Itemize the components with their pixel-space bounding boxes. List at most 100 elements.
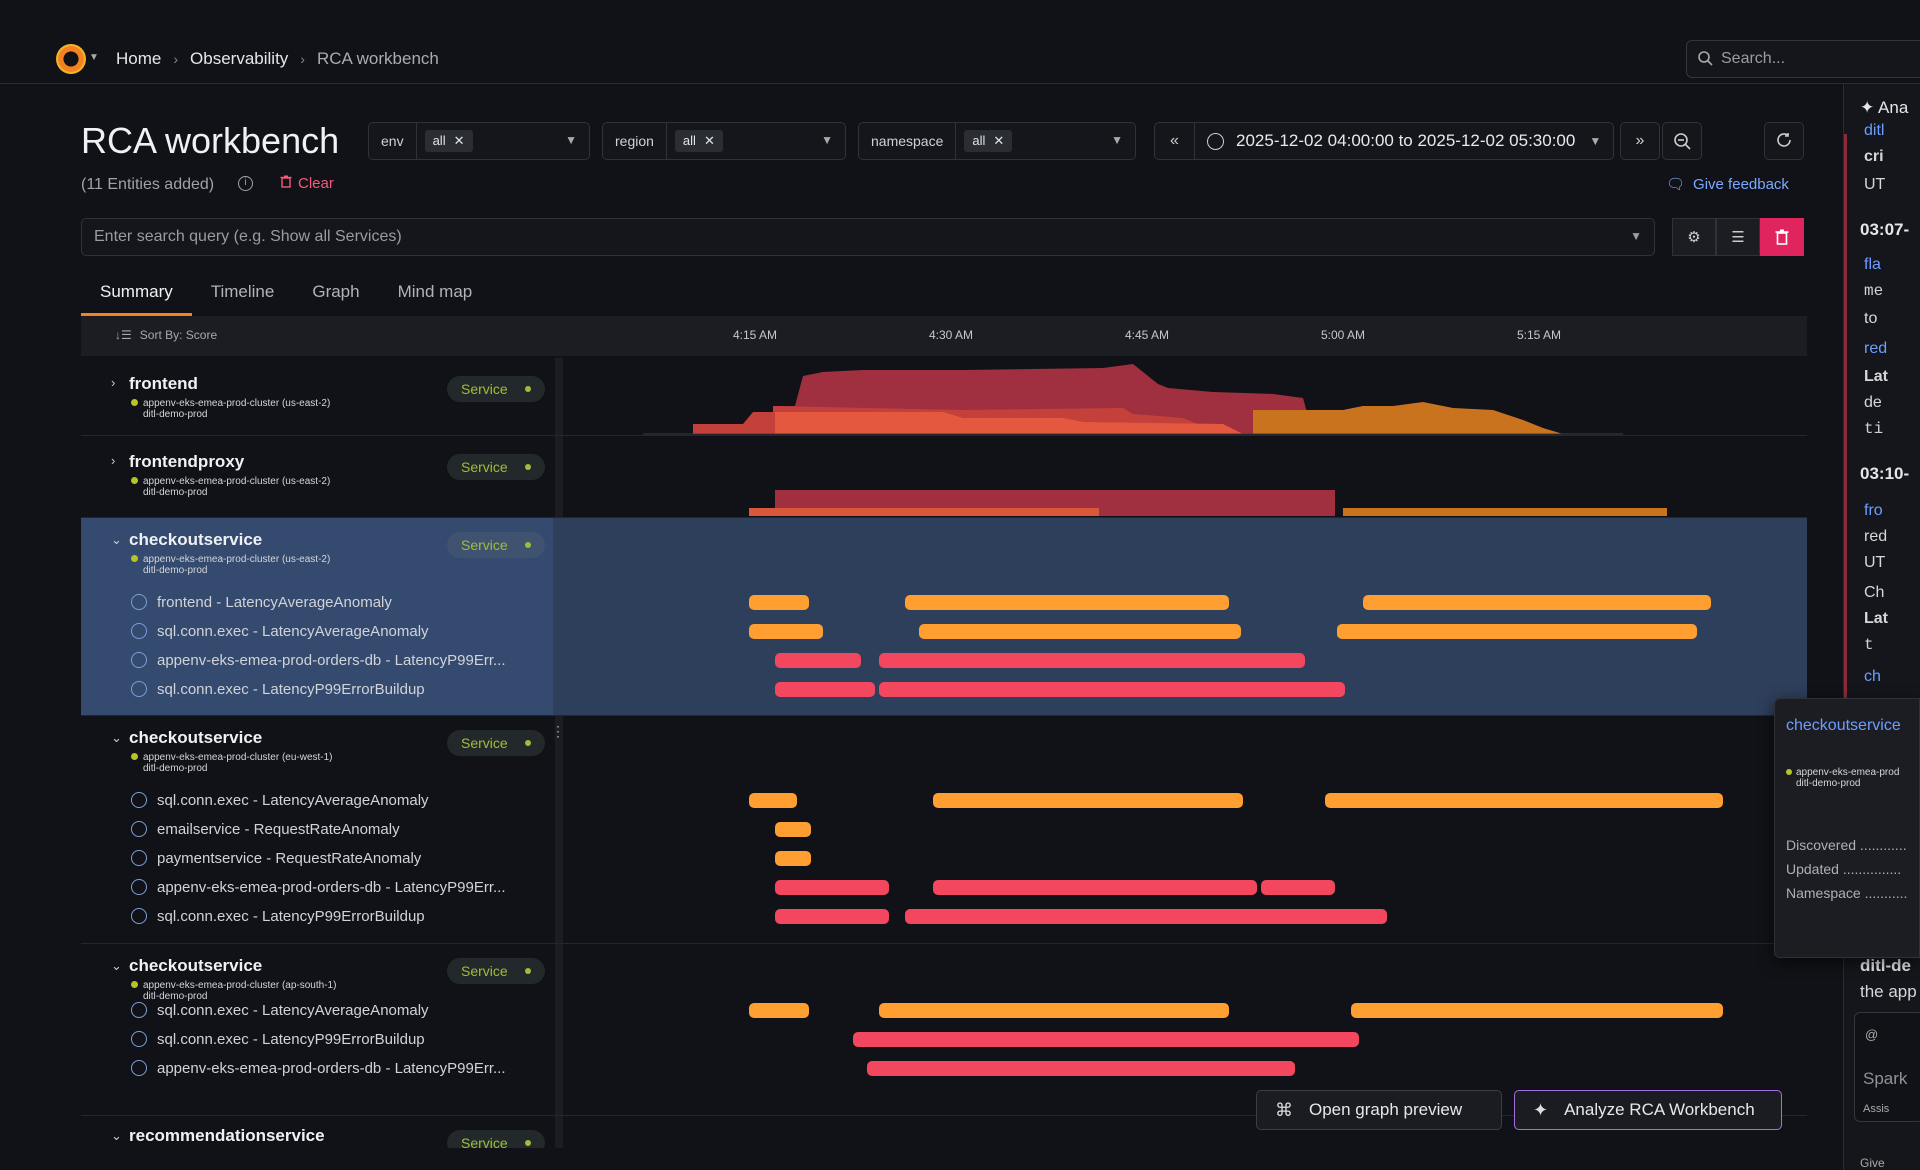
anomaly-bar[interactable] — [879, 1003, 1229, 1018]
assistant-mode[interactable]: Assis — [1863, 1103, 1890, 1115]
time-forward-button[interactable]: » — [1620, 122, 1660, 160]
signal-row[interactable]: sql.conn.exec - LatencyP99ErrorBuildup — [131, 1031, 425, 1048]
anomaly-bar[interactable] — [853, 1032, 1359, 1047]
search-query-input[interactable]: Enter search query (e.g. Show all Servic… — [81, 218, 1655, 256]
give-feedback-checkbox-label[interactable]: Give — [1860, 1156, 1885, 1170]
anomaly-bar[interactable] — [775, 822, 811, 837]
breadcrumb-observability[interactable]: Observability — [190, 49, 289, 68]
tab-summary[interactable]: Summary — [81, 280, 192, 316]
delete-button[interactable] — [1760, 218, 1804, 256]
anomaly-bar[interactable] — [749, 793, 797, 808]
entity-name[interactable]: frontendproxy — [129, 452, 245, 471]
chevron-down-icon[interactable]: ⌄ — [111, 1128, 122, 1143]
chevron-down-icon[interactable]: ▼ — [89, 52, 99, 63]
chevron-down-icon[interactable]: ⌄ — [111, 532, 122, 547]
open-graph-preview-button[interactable]: ⌘ Open graph preview — [1256, 1090, 1502, 1130]
give-feedback-link[interactable]: 🗨 Give feedback — [1666, 175, 1789, 193]
breadcrumb-home[interactable]: Home — [116, 49, 162, 68]
assistant-link[interactable]: fro — [1864, 502, 1883, 519]
signal-row[interactable]: appenv-eks-emea-prod-orders-db - Latency… — [131, 879, 506, 896]
settings-button[interactable]: ⚙ — [1672, 218, 1716, 256]
popover-title[interactable]: checkoutservice — [1786, 717, 1901, 734]
tab-graph[interactable]: Graph — [312, 282, 360, 301]
entity-name[interactable]: recommendationservice — [129, 1126, 325, 1145]
clear-button[interactable]: Clear — [280, 175, 334, 192]
env-filter-chip[interactable]: all ✕ — [424, 130, 473, 152]
region-filter[interactable]: region all ✕ ▼ — [602, 122, 846, 160]
signal-row[interactable]: paymentservice - RequestRateAnomaly — [131, 850, 421, 867]
anomaly-bar[interactable] — [905, 909, 1387, 924]
anomaly-bar[interactable] — [1351, 1003, 1723, 1018]
entity-group-checkoutservice-us-east-2[interactable]: ⌄ checkoutservice appenv-eks-emea-prod-c… — [81, 518, 1807, 716]
anomaly-bar[interactable] — [749, 1003, 809, 1018]
refresh-button[interactable] — [1764, 122, 1804, 160]
anomaly-bar[interactable] — [879, 682, 1345, 697]
zoom-out-button[interactable] — [1662, 122, 1702, 160]
anomaly-bar[interactable] — [749, 595, 809, 610]
env-filter[interactable]: env all ✕ ▼ — [368, 122, 590, 160]
chevron-down-icon[interactable]: ⌄ — [111, 730, 122, 745]
signal-row[interactable]: sql.conn.exec - LatencyP99ErrorBuildup — [131, 908, 425, 925]
entity-name[interactable]: checkoutservice — [129, 956, 263, 975]
chevron-right-icon[interactable]: › — [111, 375, 116, 390]
region-filter-chip[interactable]: all ✕ — [674, 130, 723, 152]
anomaly-bar[interactable] — [933, 880, 1257, 895]
assistant-link[interactable]: ch — [1864, 668, 1881, 685]
anomaly-bar[interactable] — [775, 909, 889, 924]
sort-by-control[interactable]: ↓☰ Sort By: Score — [115, 328, 217, 342]
time-range-picker[interactable]: « 2025-12-02 04:00:00 to 2025-12-02 05:3… — [1154, 122, 1614, 160]
namespace-filter-chip[interactable]: all ✕ — [964, 130, 1013, 152]
status-dot — [131, 477, 138, 484]
frontendproxy-area-chart — [749, 490, 1667, 516]
analyze-rca-button[interactable]: ✦ Analyze RCA Workbench — [1514, 1090, 1782, 1130]
info-icon[interactable]: i — [238, 176, 253, 191]
close-icon[interactable]: ✕ — [993, 133, 1005, 148]
assistant-link[interactable]: ditl — [1864, 122, 1885, 139]
namespace-filter[interactable]: namespace all ✕ ▼ — [858, 122, 1136, 160]
anomaly-bar[interactable] — [867, 1061, 1295, 1076]
at-icon[interactable]: @ — [1865, 1027, 1879, 1042]
anomaly-bar[interactable] — [1337, 624, 1697, 639]
anomaly-bar[interactable] — [905, 595, 1229, 610]
anomaly-bar[interactable] — [749, 624, 823, 639]
assistant-link[interactable]: fla — [1864, 256, 1881, 273]
chevron-down-icon[interactable]: ▼ — [1630, 229, 1642, 243]
anomaly-bar[interactable] — [775, 653, 861, 668]
time-back-icon[interactable]: « — [1155, 123, 1195, 159]
grafana-logo-icon[interactable] — [56, 44, 86, 74]
pane-divider[interactable] — [555, 358, 563, 1148]
anomaly-bar[interactable] — [879, 653, 1305, 668]
drag-handle-icon[interactable]: ⋮ — [551, 723, 565, 739]
tab-mind-map[interactable]: Mind map — [397, 282, 473, 301]
search-input[interactable]: Search... — [1686, 40, 1920, 78]
anomaly-bar[interactable] — [1325, 793, 1723, 808]
assistant-link[interactable]: red — [1864, 340, 1888, 357]
entity-name[interactable]: checkoutservice — [129, 530, 263, 549]
anomaly-bar[interactable] — [775, 851, 811, 866]
anomaly-bar[interactable] — [1363, 595, 1711, 610]
signal-row[interactable]: sql.conn.exec - LatencyP99ErrorBuildup — [131, 681, 425, 698]
entity-name[interactable]: frontend — [129, 374, 198, 393]
signal-row[interactable]: sql.conn.exec - LatencyAverageAnomaly — [131, 792, 429, 809]
signal-row[interactable]: appenv-eks-emea-prod-orders-db - Latency… — [131, 652, 506, 669]
chevron-down-icon: ▼ — [1589, 134, 1602, 148]
close-icon[interactable]: ✕ — [453, 133, 465, 148]
anomaly-bar[interactable] — [775, 682, 875, 697]
signal-row[interactable]: appenv-eks-emea-prod-orders-db - Latency… — [131, 1060, 506, 1077]
anomaly-bar[interactable] — [933, 793, 1243, 808]
anomaly-bar[interactable] — [1261, 880, 1335, 895]
signal-row[interactable]: emailservice - RequestRateAnomaly — [131, 821, 400, 838]
anomaly-bar[interactable] — [919, 624, 1241, 639]
signal-row[interactable]: sql.conn.exec - LatencyAverageAnomaly — [131, 1002, 429, 1019]
filter-search-button[interactable]: ☰ — [1716, 218, 1760, 256]
anomaly-bar[interactable] — [775, 880, 889, 895]
tab-timeline[interactable]: Timeline — [210, 282, 275, 301]
entity-name[interactable]: checkoutservice — [129, 728, 263, 747]
chevron-right-icon[interactable]: › — [111, 453, 116, 468]
close-icon[interactable]: ✕ — [703, 133, 715, 148]
assistant-input[interactable]: @ Spark Assis — [1854, 1012, 1920, 1122]
signal-row[interactable]: frontend - LatencyAverageAnomaly — [131, 594, 392, 611]
signal-row[interactable]: sql.conn.exec - LatencyAverageAnomaly — [131, 623, 429, 640]
chevron-down-icon[interactable]: ⌄ — [111, 958, 122, 973]
assistant-text: Lat — [1864, 610, 1888, 627]
